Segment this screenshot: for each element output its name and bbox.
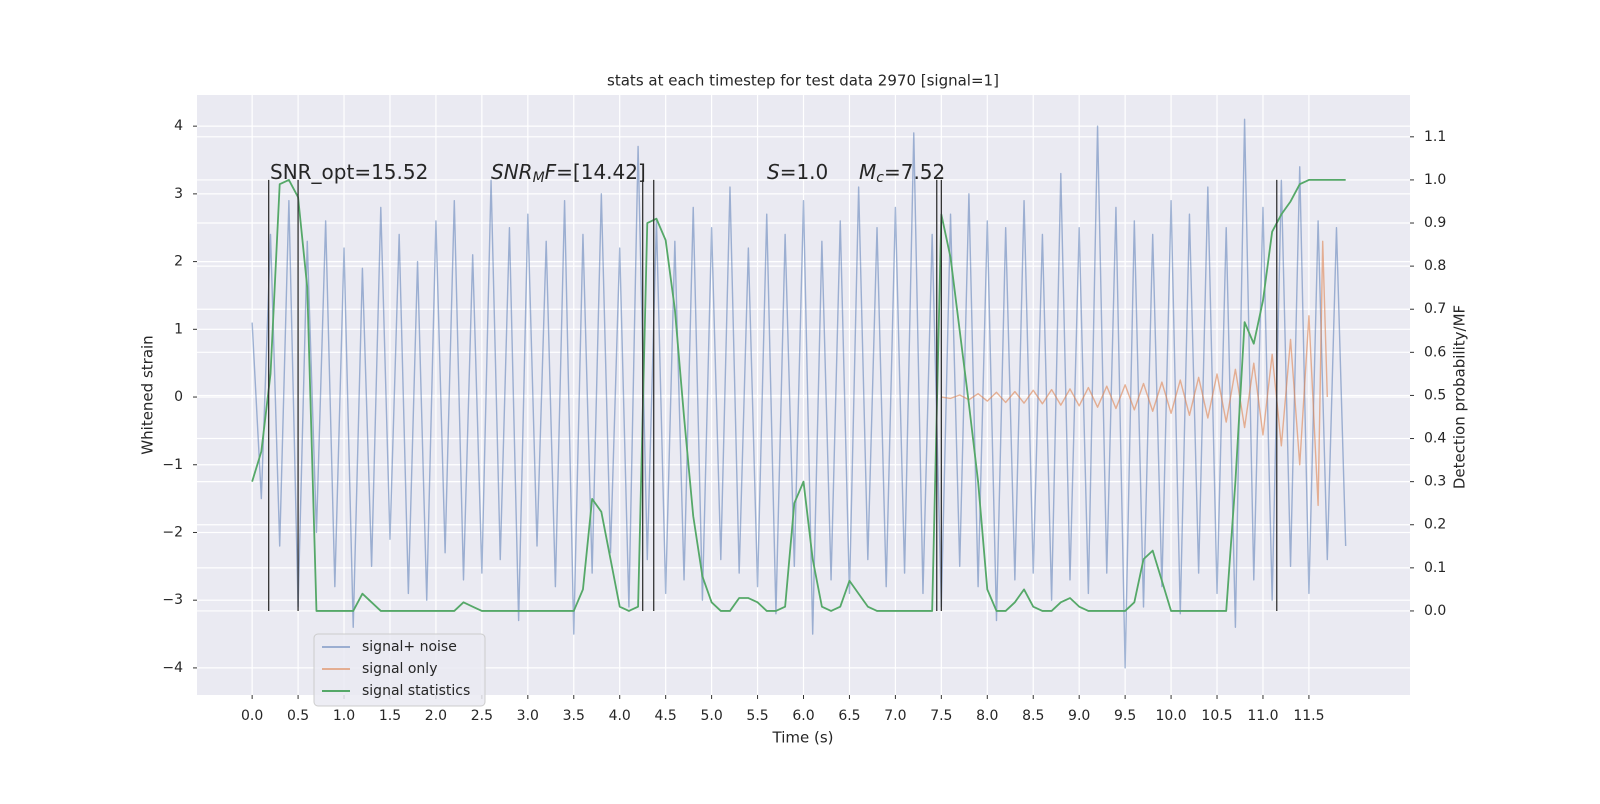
annotation-part: c [876, 170, 884, 186]
x-tick-label: 10.5 [1201, 708, 1232, 724]
x-tick-label: 0.0 [241, 708, 263, 724]
y-tick-label: 3 [174, 186, 183, 202]
x-tick-label: 3.0 [517, 708, 539, 724]
annotation-part: =[14.42] [556, 160, 646, 184]
y-tick-label: 1 [174, 321, 183, 337]
x-tick-label: 10.0 [1155, 708, 1186, 724]
x-tick-label: 11.5 [1293, 708, 1324, 724]
x-tick-label: 7.5 [930, 708, 952, 724]
y2-tick-label: 0.4 [1424, 431, 1446, 447]
y-tick-label: 2 [174, 254, 183, 270]
x-tick-label: 8.0 [976, 708, 998, 724]
y2-tick-label: 0.9 [1424, 215, 1446, 231]
x-tick-label: 2.0 [425, 708, 447, 724]
y2-tick-label: 0.1 [1424, 560, 1446, 576]
y2-tick-label: 0.0 [1424, 603, 1446, 619]
x-tick-label: 2.5 [471, 708, 493, 724]
y2-tick-label: 1.1 [1424, 129, 1446, 145]
legend-box [313, 633, 486, 707]
y-tick-label: 0 [174, 389, 183, 405]
series-line [251, 179, 1346, 612]
x-tick-label: 1.5 [379, 708, 401, 724]
annotation-part: F [545, 160, 557, 184]
x-tick-label: 6.5 [838, 708, 860, 724]
annotation: SNRMF=[14.42] [491, 160, 646, 187]
x-tick-label: 0.5 [287, 708, 309, 724]
legend-label: signal only [362, 661, 437, 677]
y-tick-label: 4 [174, 118, 183, 134]
y-tick-label: −1 [162, 457, 183, 473]
x-tick-label: 3.5 [563, 708, 585, 724]
x-tick-label: 7.0 [884, 708, 906, 724]
annotation-part: SNR [491, 160, 533, 184]
y2-tick-label: 0.5 [1424, 387, 1446, 403]
y2-tick-label: 0.6 [1424, 344, 1446, 360]
annotation: Mc=7.52 [859, 160, 945, 187]
annotation-part: =1.0 [780, 160, 829, 184]
x-tick-label: 8.5 [1022, 708, 1044, 724]
x-axis-label: Time (s) [772, 729, 834, 747]
y2-tick-label: 0.2 [1424, 517, 1446, 533]
x-tick-label: 5.0 [700, 708, 722, 724]
annotation-part: M [859, 160, 876, 184]
x-tick-label: 11.0 [1247, 708, 1278, 724]
x-tick-label: 9.5 [1114, 708, 1136, 724]
y-axis-label: Whitened strain [139, 335, 157, 454]
annotation: SNR_opt=15.52 [270, 160, 428, 184]
x-tick-label: 5.5 [746, 708, 768, 724]
legend-label: signal+ noise [362, 639, 457, 655]
annotation-part: S [767, 160, 780, 184]
chart-title: stats at each timestep for test data 297… [607, 72, 999, 90]
x-tick-label: 9.0 [1068, 708, 1090, 724]
annotation-part: =7.52 [884, 160, 945, 184]
annotation-part: SNR_opt=15.52 [270, 160, 428, 184]
x-tick-label: 6.0 [792, 708, 814, 724]
legend-label: signal statistics [362, 683, 470, 699]
x-tick-label: 4.0 [609, 708, 631, 724]
y2-axis-label: Detection probability/MF [1451, 305, 1469, 489]
y2-tick-label: 1.0 [1424, 172, 1446, 188]
y-tick-label: −2 [162, 524, 183, 540]
y-tick-label: −4 [162, 660, 183, 676]
series-line [941, 240, 1328, 507]
annotation-part: M [533, 170, 545, 186]
y2-tick-label: 0.7 [1424, 301, 1446, 317]
y-tick-label: −3 [162, 592, 183, 608]
y2-tick-label: 0.8 [1424, 258, 1446, 274]
x-tick-label: 4.5 [655, 708, 677, 724]
series-line [251, 118, 1347, 669]
annotation: S=1.0 [767, 160, 828, 184]
x-tick-label: 1.0 [333, 708, 355, 724]
y2-tick-label: 0.3 [1424, 474, 1446, 490]
